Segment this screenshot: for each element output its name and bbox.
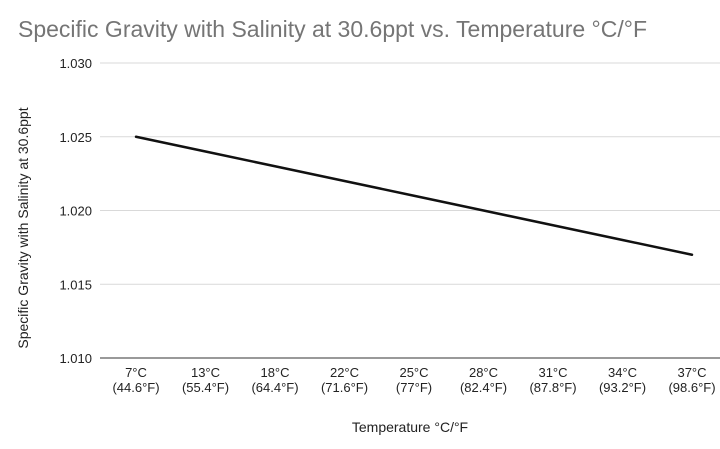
y-tick-label: 1.015: [59, 277, 92, 292]
y-tick-label: 1.010: [59, 351, 92, 366]
x-tick-label: 34°C (93.2°F): [599, 365, 646, 395]
y-axis-ticks: 1.010 1.015 1.020 1.025 1.030: [59, 56, 92, 366]
y-tick-label: 1.025: [59, 130, 92, 145]
x-axis-ticks: 7°C (44.6°F) 13°C (55.4°F) 18°C (64.4°F) 22°C(…: [112, 365, 715, 395]
x-tick-label: 25°C (77°F): [396, 365, 432, 395]
chart-title: Specific Gravity with Salinity at 30.6pp…: [18, 16, 647, 42]
x-axis-label: Temperature °C/°F: [352, 419, 468, 435]
x-tick-label: 18°C (64.4°F): [251, 365, 298, 395]
gridlines: [100, 62, 720, 359]
y-axis-label: Specific Gravity with Salinity at 30.6pp…: [15, 107, 31, 348]
x-tick-label: 37°C (98.6°F): [668, 365, 715, 395]
x-tick-label: 13°C (55.4°F): [182, 365, 229, 395]
series-layer: [134, 135, 694, 256]
y-tick-label: 1.030: [59, 56, 92, 71]
x-tick-label: 28°C (82.4°F): [460, 365, 507, 395]
x-tick-label: 7°C (44.6°F): [112, 365, 159, 395]
y-tick-label: 1.020: [59, 204, 92, 219]
series-line: [134, 135, 694, 256]
x-tick-label: 31°C (87.8°F): [529, 365, 576, 395]
x-tick-label: 22°C (71.6°F): [321, 365, 368, 395]
